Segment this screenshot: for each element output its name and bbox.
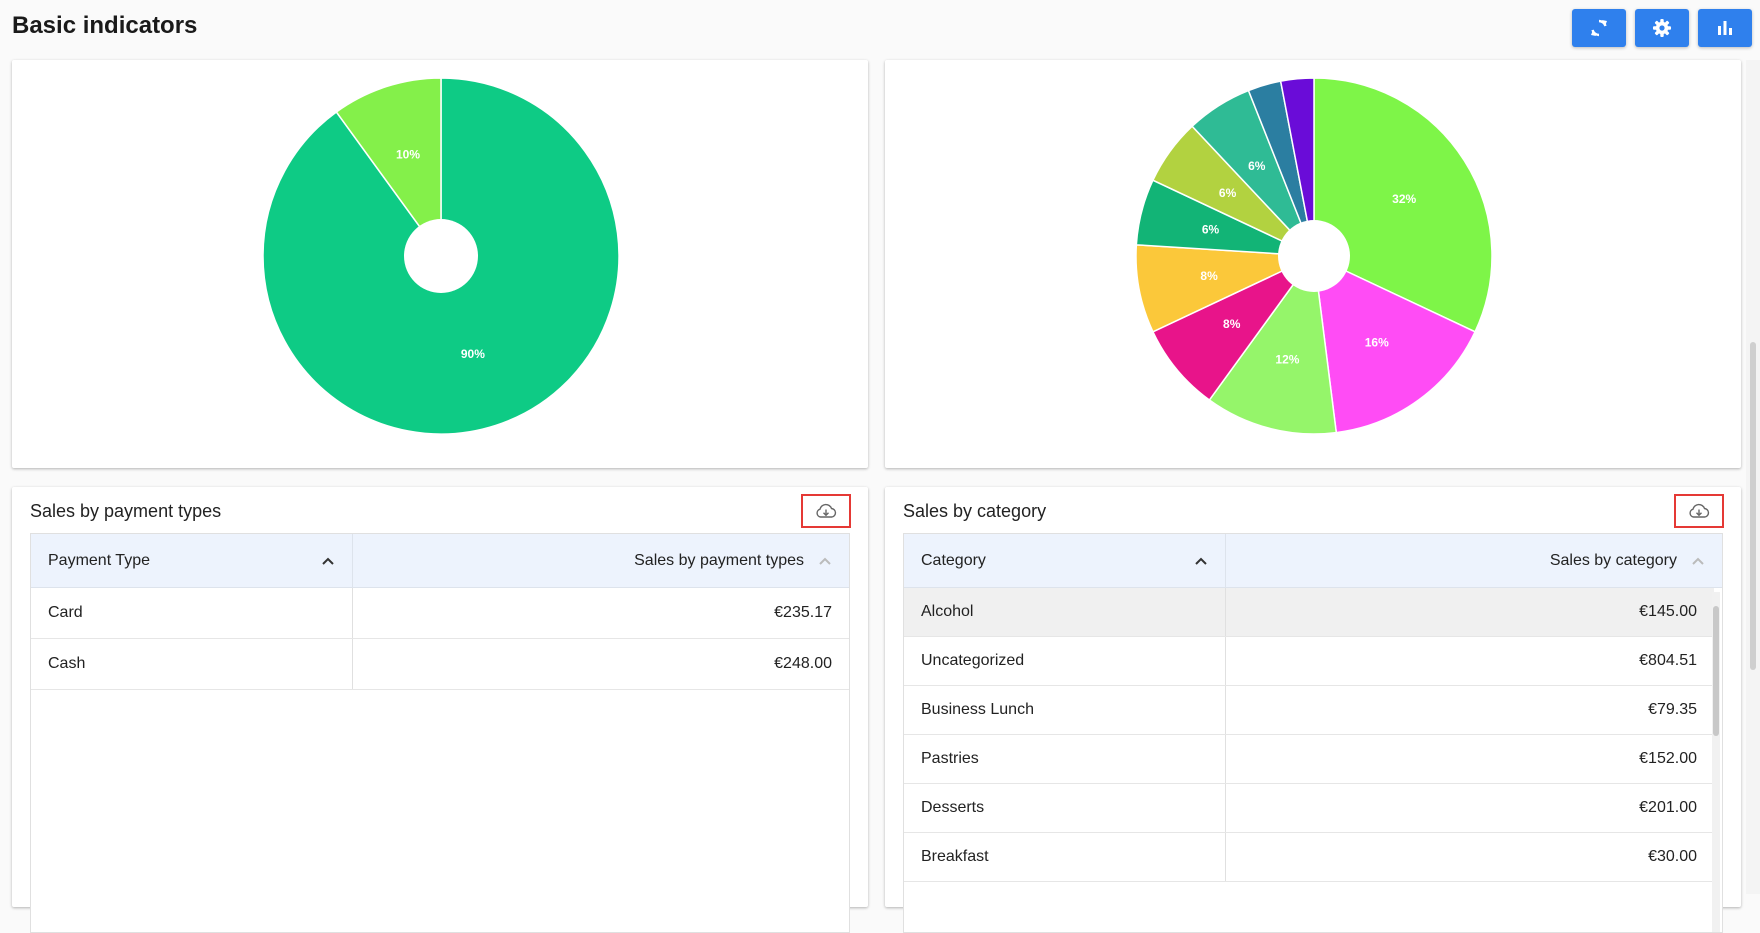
- payment-table-card: Sales by payment types Payment Type Sale…: [12, 487, 868, 933]
- table-row[interactable]: Uncategorized €804.51: [904, 637, 1714, 686]
- column-label: Payment Type: [48, 551, 150, 569]
- category-cell: Pastries: [904, 735, 1226, 783]
- column-label: Category: [921, 551, 986, 569]
- category-pie-slice-4[interactable]: [1135, 244, 1315, 333]
- refresh-button[interactable]: [1572, 9, 1626, 47]
- column-label: Sales by payment types: [634, 551, 804, 569]
- table-row[interactable]: Alcohol €145.00: [904, 588, 1714, 637]
- category-table-card: Sales by category Category Sales by cate…: [885, 487, 1741, 933]
- toolbar: [1572, 9, 1752, 47]
- chart-view-button[interactable]: [1698, 9, 1752, 47]
- category-pie-slice-0[interactable]: [1313, 77, 1493, 333]
- sort-asc-icon[interactable]: [1691, 556, 1705, 566]
- sales-value-cell: €30.00: [1648, 848, 1697, 865]
- table-row[interactable]: Pastries €152.00: [904, 735, 1714, 784]
- category-cell: Desserts: [904, 784, 1226, 832]
- payment-grid: Payment Type Sales by payment types Card…: [30, 533, 850, 933]
- category-pie-slice-label-4: 8%: [1200, 269, 1218, 283]
- sort-asc-icon[interactable]: [1194, 556, 1208, 566]
- table-row[interactable]: Card €235.17: [31, 588, 849, 639]
- table-row[interactable]: Desserts €201.00: [904, 784, 1714, 833]
- page-scrollbar[interactable]: [1746, 60, 1760, 894]
- category-cell: Breakfast: [904, 833, 1226, 881]
- cloud-download-icon: [816, 503, 837, 518]
- category-pie-slice-label-3: 8%: [1223, 317, 1241, 331]
- grid-scrollbar[interactable]: [1712, 592, 1720, 932]
- category-pie-donut-hole: [1278, 220, 1350, 292]
- bar-chart-icon: [1718, 21, 1732, 35]
- payment-type-cell: Card: [31, 588, 353, 638]
- category-pie-chart: 32% 16% 12% 8% 8% 6% 6% 6%: [1135, 77, 1493, 435]
- settings-button[interactable]: [1635, 9, 1689, 47]
- category-table-title: Sales by category: [903, 501, 1047, 521]
- category-pie-slice-1[interactable]: [1313, 254, 1477, 434]
- payment-pie-donut-hole: [404, 219, 478, 293]
- payment-table-title: Sales by payment types: [30, 501, 222, 521]
- category-pie-slice-label-0: 32%: [1392, 192, 1416, 206]
- category-pie-slice-label-1: 16%: [1365, 335, 1389, 349]
- payment-pie-slice-label-1: 10%: [396, 147, 420, 161]
- column-header-sales[interactable]: Sales by payment types: [353, 534, 849, 587]
- sales-value-cell: €804.51: [1639, 652, 1697, 669]
- grid-body: Card €235.17 Cash €248.00: [31, 588, 849, 690]
- sales-value-cell: €248.00: [774, 655, 832, 672]
- payment-types-pie-chart: 90% 10%: [262, 77, 620, 435]
- column-header-payment-type[interactable]: Payment Type: [31, 534, 353, 587]
- payment-type-cell: Cash: [31, 639, 353, 689]
- category-cell: Uncategorized: [904, 637, 1226, 685]
- refresh-icon: [1591, 19, 1607, 37]
- column-label: Sales by category: [1549, 551, 1677, 569]
- grid-body: Alcohol €145.00 Uncategorized €804.51 Bu…: [904, 588, 1714, 882]
- category-pie-slice-9[interactable]: [1279, 77, 1315, 257]
- sales-value-cell: €145.00: [1639, 603, 1697, 620]
- category-cell: Alcohol: [904, 588, 1226, 636]
- sales-value-cell: €201.00: [1639, 799, 1697, 816]
- payment-download-button[interactable]: [801, 494, 851, 528]
- page-scroll-thumb[interactable]: [1750, 342, 1756, 670]
- sort-asc-icon[interactable]: [321, 556, 335, 566]
- grid-scroll-thumb[interactable]: [1713, 606, 1719, 736]
- category-pie-slice-label-2: 12%: [1275, 352, 1299, 366]
- category-pie-slice-label-7: 6%: [1248, 159, 1266, 173]
- sales-value-cell: €79.35: [1648, 701, 1697, 718]
- table-row[interactable]: Cash €248.00: [31, 639, 849, 690]
- gear-icon: [1653, 19, 1671, 37]
- payment-pie-slice-1[interactable]: [335, 77, 442, 259]
- category-grid: Category Sales by category Alcohol €145.…: [903, 533, 1723, 933]
- category-chart-card: 32% 16% 12% 8% 8% 6% 6% 6%: [885, 60, 1741, 468]
- payment-pie-slice-0[interactable]: [262, 77, 620, 435]
- table-row[interactable]: Business Lunch €79.35: [904, 686, 1714, 735]
- category-cell: Business Lunch: [904, 686, 1226, 734]
- category-pie-slice-3[interactable]: [1151, 255, 1315, 402]
- column-header-sales[interactable]: Sales by category: [1226, 534, 1722, 587]
- payment-chart-card: 90% 10%: [12, 60, 868, 468]
- category-download-button[interactable]: [1674, 494, 1724, 528]
- category-pie-slice-label-5: 6%: [1202, 222, 1220, 236]
- sales-value-cell: €152.00: [1639, 750, 1697, 767]
- table-row[interactable]: Breakfast €30.00: [904, 833, 1714, 882]
- payment-pie-slice-label-0: 90%: [461, 347, 485, 361]
- grid-header: Category Sales by category: [904, 534, 1722, 588]
- cloud-download-icon: [1689, 503, 1710, 518]
- category-pie-slice-2[interactable]: [1208, 254, 1338, 435]
- page-title: Basic indicators: [12, 12, 198, 39]
- sort-asc-icon[interactable]: [818, 556, 832, 566]
- category-pie-slice-label-6: 6%: [1219, 186, 1237, 200]
- grid-header: Payment Type Sales by payment types: [31, 534, 849, 588]
- column-header-category[interactable]: Category: [904, 534, 1226, 587]
- sales-value-cell: €235.17: [774, 604, 832, 621]
